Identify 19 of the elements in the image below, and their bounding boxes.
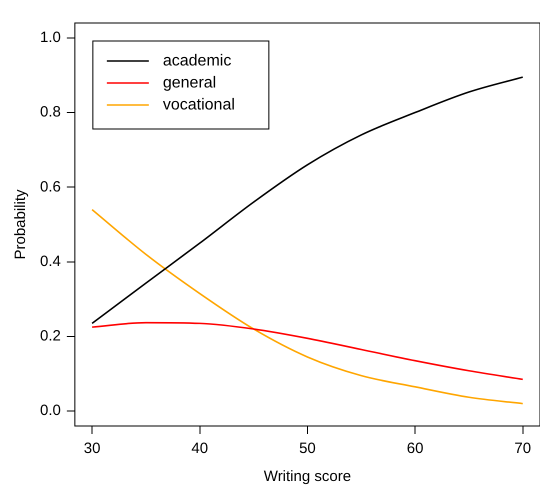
y-tick-label: 0.2 bbox=[40, 328, 61, 345]
y-tick-label: 0.4 bbox=[40, 252, 61, 270]
x-tick-label: 30 bbox=[84, 440, 100, 458]
x-tick-label: 70 bbox=[514, 440, 532, 458]
x-axis-title: Writing score bbox=[264, 468, 352, 486]
x-tick-label: 60 bbox=[406, 440, 424, 458]
y-tick-label: 0.0 bbox=[40, 402, 61, 420]
y-axis-title: Probability bbox=[12, 188, 30, 260]
x-tick-label: 40 bbox=[191, 440, 208, 458]
line-series bbox=[91, 322, 524, 380]
y-tick-label: 0.8 bbox=[40, 104, 61, 121]
line-series bbox=[91, 76, 524, 324]
legend-label: vocational bbox=[162, 96, 235, 114]
legend-label: academic bbox=[162, 52, 232, 70]
y-tick-label: 0.6 bbox=[40, 178, 61, 196]
legend-label: general bbox=[162, 74, 216, 92]
x-tick-label: 50 bbox=[299, 440, 316, 458]
y-tick-label: 1.0 bbox=[40, 29, 61, 46]
line-series bbox=[91, 208, 524, 404]
